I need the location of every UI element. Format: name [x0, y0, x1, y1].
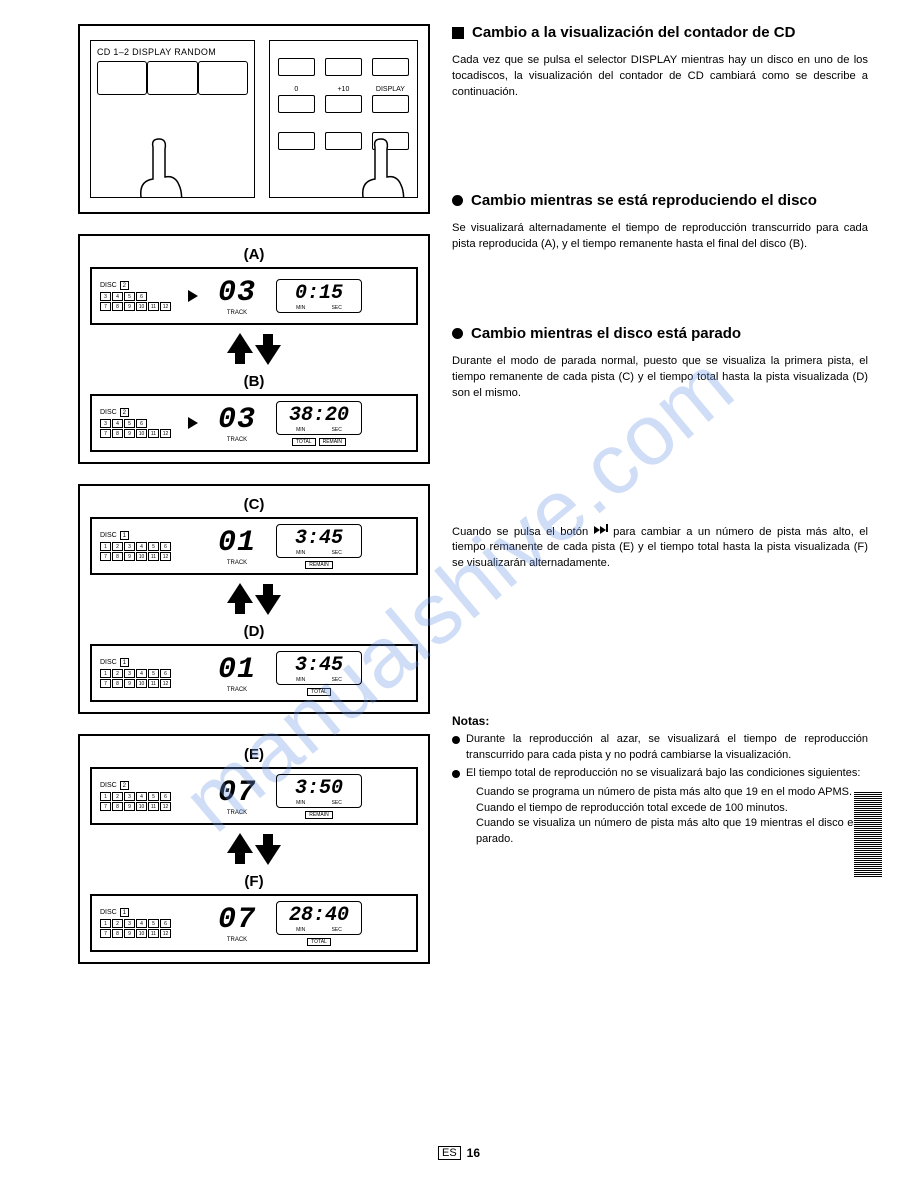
circle-bullet-icon [452, 328, 463, 339]
page-number: ES 16 [438, 1146, 480, 1160]
keypad-key [325, 95, 362, 113]
body-2: Se visualizará alternadamente el tiempo … [452, 221, 868, 253]
arrow-up-icon [227, 333, 253, 353]
heading-1: Cambio a la visualización del contador d… [472, 24, 795, 43]
figure-ef: (E) DISC 2 123456 789101112 07TRACK 3:50… [78, 734, 430, 964]
section-2: Cambio mientras se está reproduciendo el… [452, 192, 868, 253]
play-icon [188, 417, 198, 429]
text-column: Cambio a la visualización del contador d… [452, 24, 878, 984]
figure-ab: (A) DISC 2 3456 789101112 03TRACK 0:15MI… [78, 234, 430, 464]
lcd-b: DISC 2 3456 789101112 03TRACK 38:20MINSE… [90, 394, 418, 452]
page-num-value: 16 [467, 1146, 480, 1160]
display-button [147, 61, 197, 95]
note-sub: Cuando se programa un número de pista má… [452, 785, 868, 801]
arrow-down-icon [255, 845, 281, 865]
lang-code: ES [438, 1146, 461, 1160]
label-e: (E) [90, 746, 418, 763]
notes-section: Notas: Durante la reproducción al azar, … [452, 714, 868, 847]
note-item: Durante la reproducción al azar, se visu… [452, 732, 868, 763]
body-3: Durante el modo de parada normal, puesto… [452, 354, 868, 402]
random-button [198, 61, 248, 95]
panel-left-label: CD 1–2 DISPLAY RANDOM [97, 47, 248, 57]
square-bullet-icon [452, 27, 464, 39]
play-icon [188, 290, 198, 302]
figure-controls: CD 1–2 DISPLAY RANDOM 0 +10 [78, 24, 430, 214]
lcd-f: DISC 1 123456 789101112 07TRACK 28:40MIN… [90, 894, 418, 952]
arrow-down-icon [255, 345, 281, 365]
cd-button [97, 61, 147, 95]
heading-2: Cambio mientras se está reproduciendo el… [471, 192, 817, 211]
arrow-up-icon [227, 583, 253, 603]
figure-cd: (C) DISC 1 123456 789101112 01TRACK 3:45… [78, 484, 430, 714]
lcd-e: DISC 2 123456 789101112 07TRACK 3:50MINS… [90, 767, 418, 825]
panel-left: CD 1–2 DISPLAY RANDOM [90, 40, 255, 198]
keypad-key [372, 58, 409, 76]
heading-3: Cambio mientras el disco está parado [471, 325, 741, 344]
section-1: Cambio a la visualización del contador d… [452, 24, 868, 100]
circle-bullet-icon [452, 195, 463, 206]
lcd-c: DISC 1 123456 789101112 01TRACK 3:45MINS… [90, 517, 418, 575]
keypad-key [372, 95, 409, 113]
note-sub: Cuando el tiempo de reproducción total e… [452, 801, 868, 817]
figures-column: CD 1–2 DISPLAY RANDOM 0 +10 [78, 24, 430, 984]
keypad-key [325, 58, 362, 76]
hand-icon [355, 137, 411, 198]
label-b: (B) [90, 373, 418, 390]
label-a: (A) [90, 246, 418, 263]
hand-icon [133, 137, 189, 198]
keypad-key [278, 58, 315, 76]
keypad-key [278, 95, 315, 113]
body-1: Cada vez que se pulsa el selector DISPLA… [452, 53, 868, 101]
notes-heading: Notas: [452, 714, 868, 728]
barcode-decoration [854, 792, 882, 878]
arrow-down-icon [255, 595, 281, 615]
label-c: (C) [90, 496, 418, 513]
label-f: (F) [90, 873, 418, 890]
label-d: (D) [90, 623, 418, 640]
keypad-key [278, 132, 315, 150]
note-sub: Cuando se visualiza un número de pista m… [452, 816, 868, 847]
note-item: El tiempo total de reproducción no se vi… [452, 766, 868, 782]
body-4: Cuando se pulsa el botón para cambiar a … [452, 524, 868, 573]
section-4: Cuando se pulsa el botón para cambiar a … [452, 524, 868, 573]
lcd-a: DISC 2 3456 789101112 03TRACK 0:15MINSEC [90, 267, 418, 325]
arrow-up-icon [227, 833, 253, 853]
fast-forward-icon [594, 524, 608, 540]
section-3: Cambio mientras el disco está parado Dur… [452, 325, 868, 401]
panel-right: 0 +10 DISPLAY [269, 40, 418, 198]
lcd-d: DISC 1 123456 789101112 01TRACK 3:45MINS… [90, 644, 418, 702]
